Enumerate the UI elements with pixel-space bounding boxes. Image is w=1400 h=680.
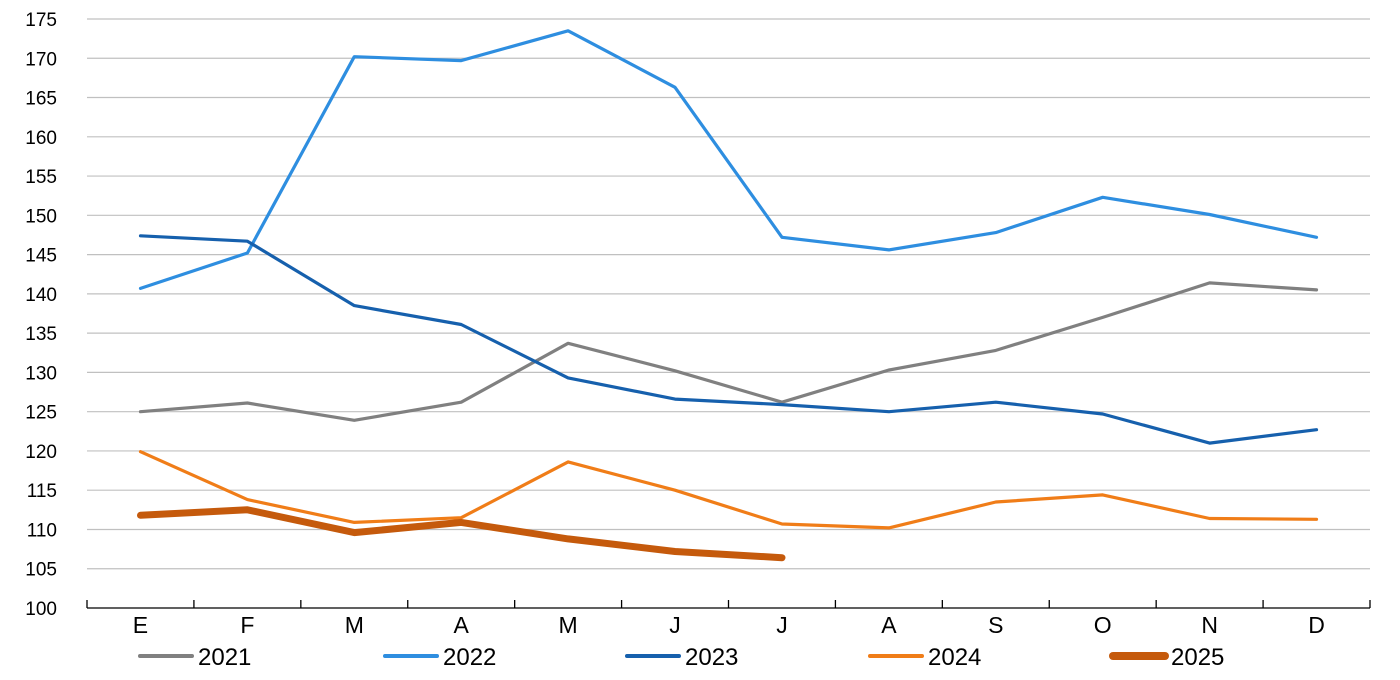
y-axis-ticks: 100 105 110 115 120 125 130 135 140 145 150 155 160 1… [25,10,57,620]
x-tick-label: D [1308,612,1325,638]
x-tick-label: E [133,612,148,638]
y-tick-label: 115 [27,481,57,502]
gridlines [87,18,1370,570]
y-tick-label: 110 [27,520,57,541]
y-tick-label: 175 [25,10,57,31]
y-tick-label: 150 [25,206,57,227]
y-tick-label: 165 [25,89,57,110]
x-tick-label: O [1094,612,1112,638]
x-tick-label: S [988,612,1003,638]
series-lines [137,29,1319,562]
x-tick-label: M [345,612,364,638]
series-line-2021 [138,281,1319,422]
y-tick-label: 140 [25,285,57,306]
x-tick-label: F [240,612,254,638]
legend-label-2023: 2023 [685,644,738,671]
x-tick-label: J [776,612,788,638]
legend-label-2024: 2024 [928,644,981,671]
legend-label-2021: 2021 [198,644,251,671]
y-tick-label: 170 [25,49,57,70]
y-tick-label: 155 [25,167,57,188]
legend-label-2025: 2025 [1171,644,1224,671]
x-tick-label: A [454,612,470,638]
x-tick-label: N [1201,612,1218,638]
y-tick-label: 130 [25,363,57,384]
x-tick-label: J [669,612,681,638]
legend: 2021 2022 2023 2024 2025 [138,644,1224,671]
y-tick-label: 160 [25,128,57,149]
y-tick-label: 125 [25,403,57,424]
x-tick-label: M [559,612,578,638]
series-line-2025 [137,506,786,562]
legend-label-2022: 2022 [443,644,496,671]
y-tick-label: 120 [25,442,57,463]
y-tick-label: 145 [25,246,57,267]
y-tick-label: 100 [25,599,57,620]
x-tick-label: A [881,612,897,638]
series-line-2024 [138,450,1319,530]
series-line-2022 [138,29,1319,290]
series-line-2023 [138,234,1319,445]
y-tick-label: 135 [25,324,57,345]
y-tick-label: 105 [25,560,57,581]
